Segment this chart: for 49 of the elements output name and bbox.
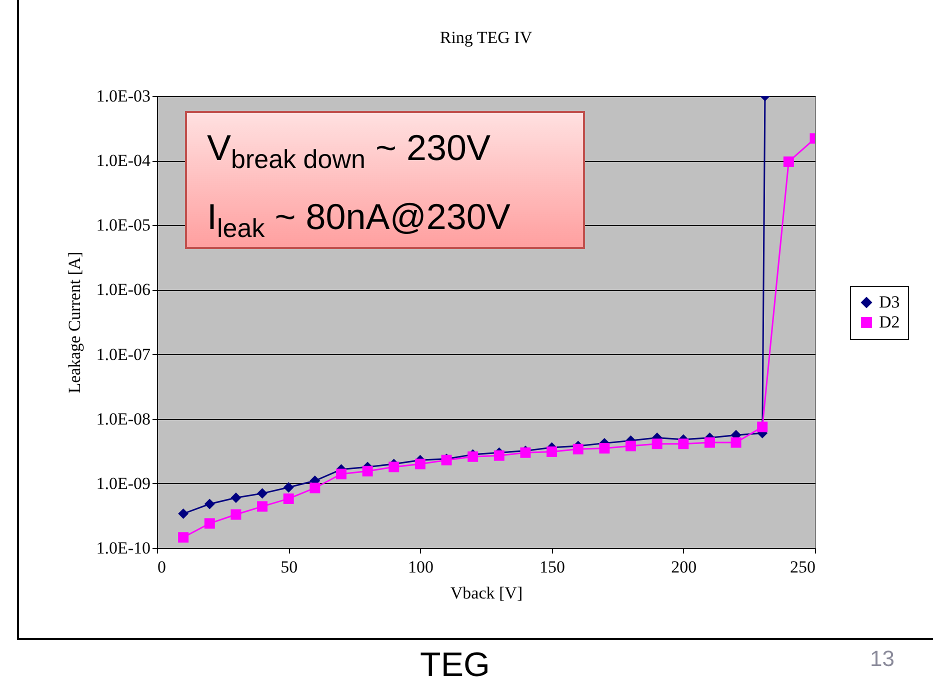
point: [730, 437, 742, 448]
point: [414, 458, 426, 470]
point: [783, 156, 794, 167]
legend-label: D2: [879, 312, 900, 332]
point: [599, 443, 610, 454]
point: [388, 462, 400, 472]
point: [336, 468, 346, 480]
y-tick-label: 1.0E-04: [96, 151, 151, 170]
y-axis-title: Leakage Current [A]: [65, 252, 84, 394]
annotation: I$_{leak}$ ~ 80nA@230V: [207, 195, 512, 246]
point: [494, 450, 504, 461]
point: [704, 437, 715, 448]
point: [257, 501, 268, 512]
point: [546, 446, 558, 457]
point: [204, 498, 215, 510]
point: [678, 438, 689, 450]
y-tick-label: 1.0E-10: [96, 538, 150, 558]
x-tick-label: 50: [280, 558, 298, 576]
x-tick-label: 150: [540, 558, 566, 576]
text: TEG: [420, 646, 490, 684]
y-tick-label: 1.0E-08: [96, 409, 150, 428]
x-tick-label: 100: [408, 558, 434, 576]
y-tick-label: 1.0E-06: [96, 280, 150, 300]
x-axis-title: Vback [V]: [450, 584, 523, 602]
point: [178, 532, 189, 543]
y-tick-label: 1.0E-07: [96, 344, 151, 364]
point: [283, 493, 294, 504]
y-tick-label: 1.0E-05: [96, 216, 150, 235]
point: [362, 466, 373, 476]
point: [572, 444, 584, 454]
y-tick-label: 1.0E-09: [96, 474, 150, 493]
point: [757, 422, 768, 432]
point: [310, 482, 320, 494]
x-tick-label: 250: [790, 558, 816, 576]
point: [230, 509, 242, 520]
annotation: V$_{break down}$ ~ 230V: [207, 126, 492, 176]
x-tick-label: 0: [158, 558, 166, 576]
point: [230, 492, 242, 503]
point: [178, 508, 189, 519]
y-tick-label: 1.0E-03: [96, 86, 150, 106]
point: [626, 440, 636, 452]
legend-label: D3: [879, 292, 900, 312]
x-tick-label: 200: [671, 558, 697, 576]
text: 13: [870, 646, 894, 672]
point: [283, 482, 294, 493]
point: [204, 518, 215, 529]
point: [652, 438, 662, 450]
chart-title: Ring TEG IV: [440, 28, 533, 47]
point: [257, 488, 268, 499]
